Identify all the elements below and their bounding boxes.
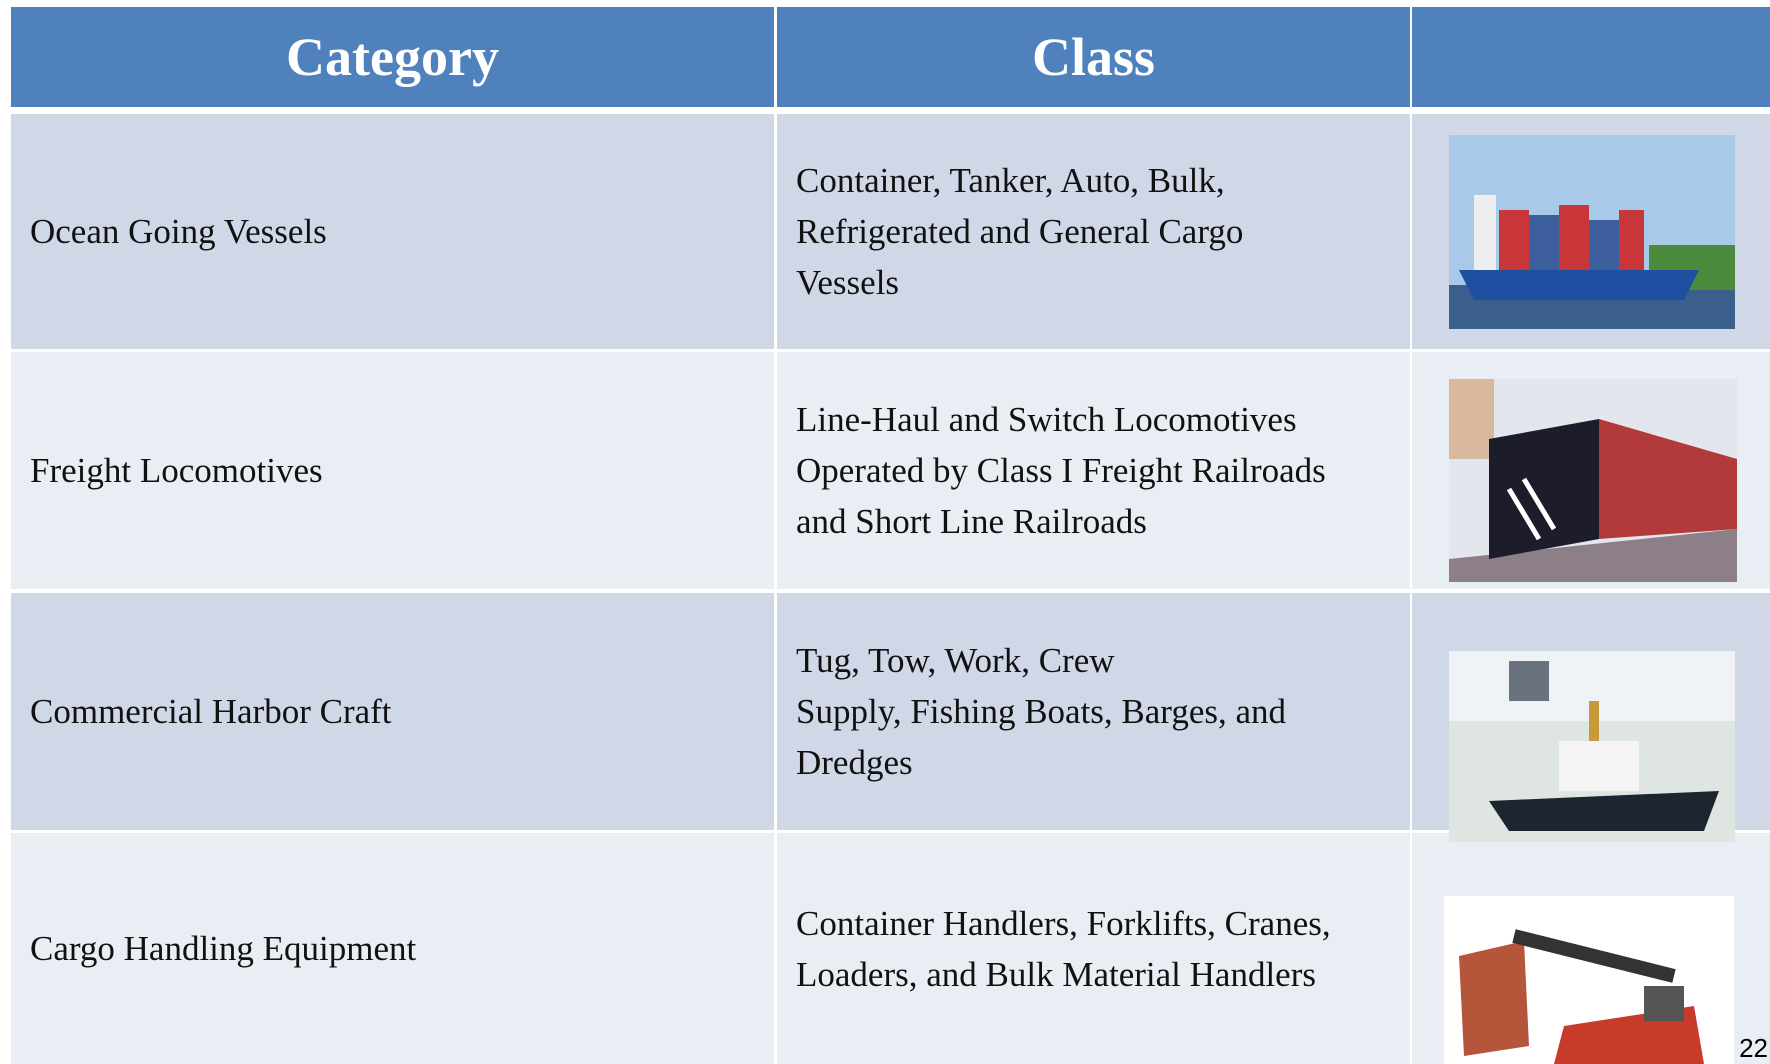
class-line: Vessels	[796, 263, 900, 302]
header-cell: Category	[11, 7, 774, 107]
class-line: Operated by Class I Freight Railroads	[796, 451, 1326, 490]
class-line: Container Handlers, Forklifts, Cranes,	[796, 903, 1331, 943]
header-cell: Class	[777, 7, 1410, 107]
locomotive-photo	[1449, 379, 1737, 582]
class-line: and Short Line Railroads	[796, 502, 1147, 541]
class-cell: Container Handlers, Forklifts, Cranes, Lo…	[777, 833, 1410, 1064]
class-line: Refrigerated and General Cargo	[796, 212, 1244, 251]
category-cell: Cargo Handling Equipment	[11, 833, 774, 1064]
class-line: Supply, Fishing Boats, Barges, and	[796, 692, 1287, 731]
class-line: Dredges	[796, 743, 913, 782]
class-cell: Tug, Tow, Work, Crew Supply, Fishing Boat…	[777, 593, 1410, 830]
class-line: Line-Haul and Switch Locomotives	[796, 400, 1297, 439]
category-cell: Commercial Harbor Craft	[11, 593, 774, 830]
page-number: 22	[1739, 1033, 1768, 1063]
tugboat-photo	[1449, 651, 1735, 842]
class-cell: Line-Haul and Switch Locomotives Operated…	[777, 352, 1410, 589]
container-handler-photo	[1444, 896, 1734, 1064]
category-cell: Ocean Going Vessels	[11, 114, 774, 349]
header-cell	[1412, 7, 1770, 107]
class-line: Loaders, and Bulk Material Handlers	[796, 954, 1316, 994]
class-cell: Container, Tanker, Auto, Bulk, Refrigerat…	[777, 114, 1410, 349]
class-line: Tug, Tow, Work, Crew	[796, 641, 1115, 680]
class-line: Container, Tanker, Auto, Bulk,	[796, 161, 1225, 200]
category-cell: Freight Locomotives	[11, 352, 774, 589]
ship-photo	[1449, 135, 1735, 329]
